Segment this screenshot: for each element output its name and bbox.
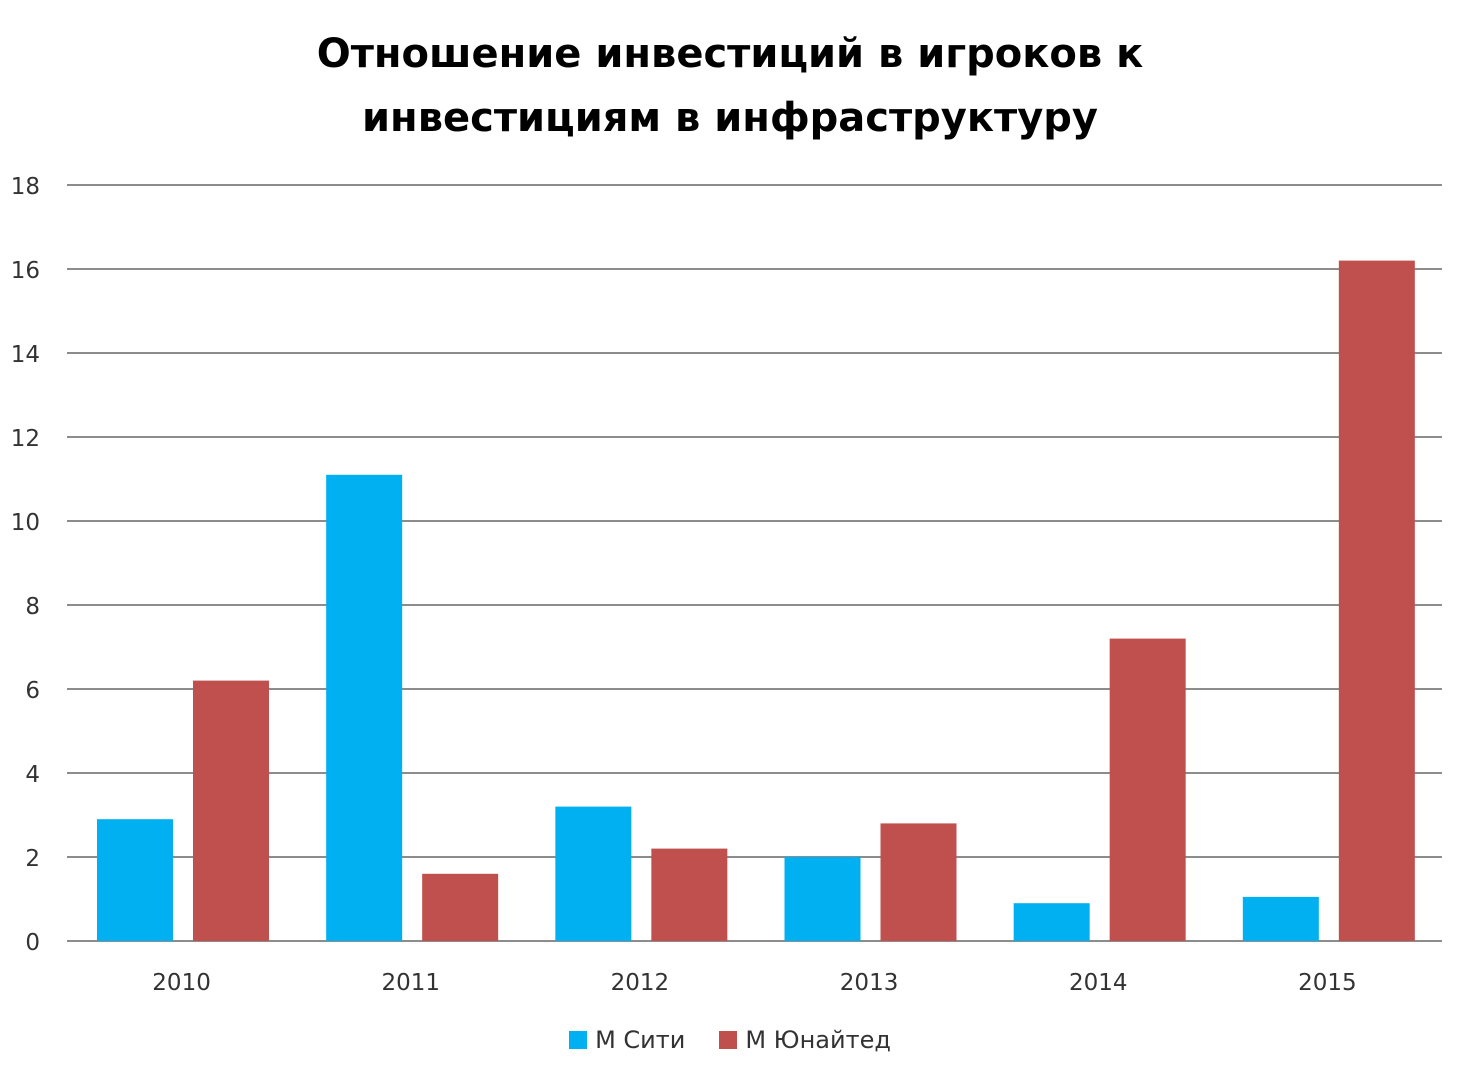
y-tick-label: 8 bbox=[25, 594, 40, 620]
x-tick-label: 2014 bbox=[1069, 970, 1128, 996]
legend-label-series-1: М Сити bbox=[595, 1026, 686, 1054]
chart-title-line-1: Отношение инвестиций в игроков к bbox=[316, 31, 1144, 77]
bar-series-2-2011 bbox=[422, 873, 499, 941]
y-tick-label: 0 bbox=[25, 930, 40, 956]
chart-title-line-2: инвестициям в инфраструктуру bbox=[362, 95, 1098, 141]
bar-series-2-2012 bbox=[651, 848, 728, 941]
bar-series-1-2010 bbox=[97, 819, 173, 941]
y-tick-label: 2 bbox=[25, 846, 40, 872]
y-tick-label: 4 bbox=[25, 762, 40, 788]
legend-swatch-series-2 bbox=[719, 1031, 738, 1049]
x-tick-label: 2015 bbox=[1298, 970, 1357, 996]
bar-series-1-2015 bbox=[1242, 896, 1319, 941]
x-tick-label: 2012 bbox=[611, 970, 670, 996]
bar-series-2-2013 bbox=[880, 823, 957, 941]
bar-series-1-2013 bbox=[784, 857, 861, 941]
legend-item-series-1: М Сити bbox=[569, 1026, 685, 1054]
y-tick-label: 6 bbox=[25, 678, 40, 704]
y-tick-label: 10 bbox=[11, 510, 40, 536]
x-tick-label: 2010 bbox=[152, 970, 211, 996]
legend-item-series-2: М Юнайтед bbox=[719, 1026, 891, 1054]
x-tick-label: 2013 bbox=[840, 970, 899, 996]
bar-series-1-2014 bbox=[1013, 903, 1090, 941]
y-tick-label: 18 bbox=[11, 174, 40, 200]
chart-legend: М Сити М Юнайтед bbox=[0, 1026, 1460, 1054]
legend-label-series-2: М Юнайтед bbox=[745, 1026, 891, 1054]
y-tick-label: 16 bbox=[11, 258, 40, 284]
bar-series-2-2015 bbox=[1338, 260, 1415, 942]
chart-title: Отношение инвестиций в игроков к инвести… bbox=[0, 22, 1460, 150]
bar-series-2-2010 bbox=[193, 680, 269, 941]
legend-swatch-series-1 bbox=[569, 1031, 588, 1049]
y-tick-label: 12 bbox=[11, 426, 40, 452]
bar-series-2-2014 bbox=[1109, 638, 1186, 941]
bar-series-1-2011 bbox=[326, 474, 403, 941]
x-tick-label: 2011 bbox=[381, 970, 440, 996]
y-tick-label: 14 bbox=[11, 342, 40, 368]
bar-series-1-2012 bbox=[555, 806, 632, 941]
